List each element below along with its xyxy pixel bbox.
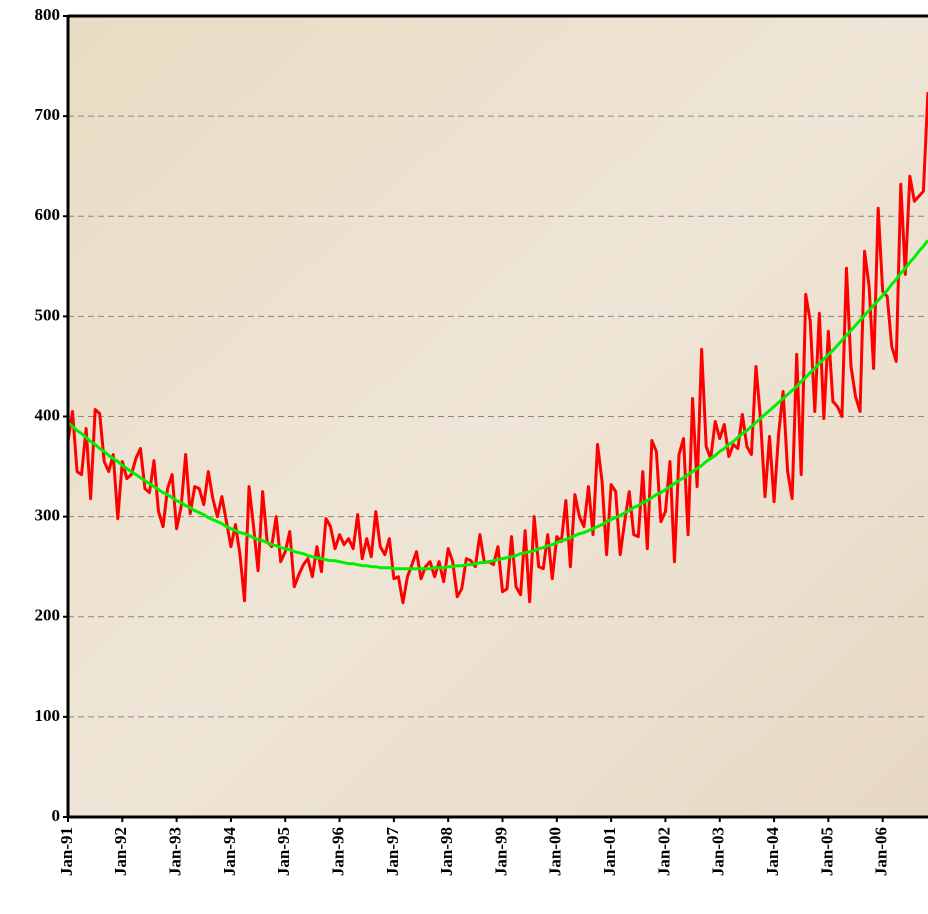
x-tick-label: Jan-98 [437, 827, 456, 876]
y-tick-label: 800 [35, 5, 61, 24]
y-tick-label: 700 [35, 105, 61, 124]
y-tick-label: 600 [35, 205, 61, 224]
y-tick-label: 400 [35, 405, 61, 424]
x-tick-label: Jan-97 [383, 827, 402, 877]
series-line [66, 92, 928, 605]
x-tick-label: Jan-02 [654, 827, 673, 876]
x-tick-label: Jan-04 [763, 827, 782, 877]
x-tick-label: Jan-06 [872, 827, 891, 876]
x-tick-label: Jan-99 [491, 827, 510, 876]
y-tick-label: 100 [35, 706, 61, 725]
y-tick-label: 300 [35, 506, 61, 525]
x-tick-label: Jan-96 [328, 827, 347, 876]
x-tick-label: Jan-93 [166, 827, 185, 876]
x-tick-label: Jan-01 [600, 827, 619, 876]
x-tick-label: Jan-95 [274, 827, 293, 876]
y-tick-label: 500 [35, 305, 61, 324]
y-tick-label: 0 [52, 806, 61, 825]
series-line [67, 239, 928, 571]
x-tick-label: Jan-94 [220, 827, 239, 877]
x-tick-label: Jan-92 [111, 827, 130, 876]
x-tick-label: Jan-03 [709, 827, 728, 876]
x-tick-label: Jan-00 [546, 827, 565, 876]
x-tick-label: Jan-05 [817, 827, 836, 876]
x-tick-label: Jan-91 [57, 827, 76, 876]
y-tick-label: 200 [35, 606, 61, 625]
